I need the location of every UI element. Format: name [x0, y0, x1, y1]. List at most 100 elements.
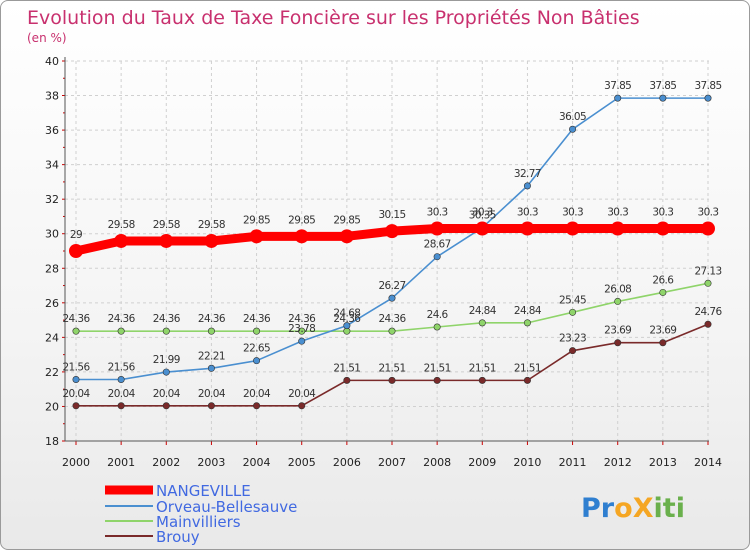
series-point [523, 182, 531, 190]
chart-title: Evolution du Taux de Taxe Foncière sur l… [27, 7, 640, 29]
series-point [294, 229, 309, 244]
x-tick-label: 2008 [423, 456, 451, 469]
data-label: 29.85 [243, 214, 270, 226]
data-label: 24.76 [694, 306, 722, 318]
x-tick-label: 2006 [333, 456, 361, 469]
series-point [704, 94, 712, 102]
data-label: 21.51 [469, 362, 496, 374]
x-tick-label: 2011 [559, 456, 587, 469]
logo-letter: i [654, 493, 663, 524]
logo-letter: r [601, 493, 615, 524]
series-point [253, 357, 261, 365]
series-point [343, 322, 351, 330]
series-point [72, 376, 80, 384]
series-point [569, 308, 577, 316]
data-label: 30.3 [698, 207, 719, 219]
data-label: 21.51 [378, 362, 405, 374]
data-label: 24.68 [333, 308, 360, 320]
data-label: 23.23 [559, 333, 586, 345]
series-point [207, 402, 215, 410]
logo-letter: t [663, 493, 676, 524]
data-label: 30.3 [562, 207, 583, 219]
data-label: 20.04 [243, 388, 271, 400]
series-point [433, 323, 441, 331]
series-point [117, 327, 125, 335]
x-tick-label: 2000 [62, 456, 90, 469]
series-point [298, 402, 306, 410]
logo-letter: X [633, 493, 654, 524]
series-point [204, 233, 219, 248]
data-label: 21.51 [424, 362, 451, 374]
series-point [659, 339, 667, 347]
series-point [659, 288, 667, 296]
y-tick-label: 38 [45, 90, 59, 103]
series-point [249, 229, 264, 244]
x-tick-label: 2007 [378, 456, 406, 469]
series-point [614, 94, 622, 102]
data-label: 22.21 [198, 350, 225, 362]
data-label: 29.58 [198, 219, 225, 231]
series-point [339, 229, 354, 244]
x-tick-label: 2014 [694, 456, 722, 469]
y-tick-label: 34 [45, 159, 59, 172]
data-label: 24.36 [333, 313, 361, 325]
series-point [430, 221, 445, 236]
data-label: 26.6 [652, 274, 674, 286]
y-tick-label: 32 [45, 193, 59, 206]
series-point [343, 376, 351, 384]
series-point [298, 327, 306, 335]
data-label: 20.04 [288, 388, 316, 400]
data-labels: 29 29.58 29.58 29.58 29.85 29.85 29.85 30.15 30.… [62, 80, 723, 400]
data-label: 30.3 [607, 207, 628, 219]
series-point [162, 368, 170, 376]
grid [65, 60, 709, 442]
x-tick-label: 2010 [513, 456, 541, 469]
series-point [207, 327, 215, 335]
series-point [655, 221, 670, 236]
x-tick-label: 2009 [468, 456, 496, 469]
data-label: 20.04 [62, 388, 90, 400]
logo-letter: o [614, 493, 633, 524]
data-label: 23.69 [604, 325, 631, 337]
x-tick-label: 2005 [288, 456, 316, 469]
y-tick-label: 22 [45, 366, 59, 379]
data-label: 24.36 [378, 313, 406, 325]
series-point [388, 294, 396, 302]
series-point [207, 364, 215, 372]
y-tick-label: 20 [45, 400, 59, 413]
x-tick-label: 2012 [604, 456, 632, 469]
series-point [72, 327, 80, 335]
data-label: 20.04 [108, 388, 136, 400]
y-tick-label: 30 [45, 228, 59, 241]
x-tick-label: 2002 [152, 456, 180, 469]
data-label: 21.51 [514, 362, 541, 374]
series-point [253, 327, 261, 335]
data-label: 30.3 [427, 207, 448, 219]
data-label: 24.36 [243, 313, 271, 325]
y-tick-label: 18 [45, 435, 59, 448]
data-label: 29.85 [288, 214, 315, 226]
data-label: 21.56 [62, 362, 90, 374]
series-point [523, 319, 531, 327]
data-label: 37.85 [694, 80, 721, 92]
data-label: 26.08 [604, 283, 631, 295]
series-point [385, 224, 399, 239]
x-tick-label: 2001 [107, 456, 135, 469]
data-label: 22.65 [243, 343, 270, 355]
data-label: 37.85 [604, 80, 631, 92]
series-point [565, 221, 580, 236]
data-label: 21.99 [153, 354, 180, 366]
series-point [159, 233, 174, 248]
series-point [704, 279, 712, 287]
data-label: 21.56 [108, 362, 136, 374]
series-point [72, 402, 80, 410]
series-point [520, 221, 535, 236]
data-label: 24.84 [469, 305, 497, 317]
logo-letter: i [676, 493, 685, 524]
data-label: 26.27 [378, 280, 405, 292]
series-point [388, 376, 396, 384]
legend-label: Brouy [156, 528, 200, 546]
legend-label: Orveau-Bellesauve [156, 498, 297, 516]
